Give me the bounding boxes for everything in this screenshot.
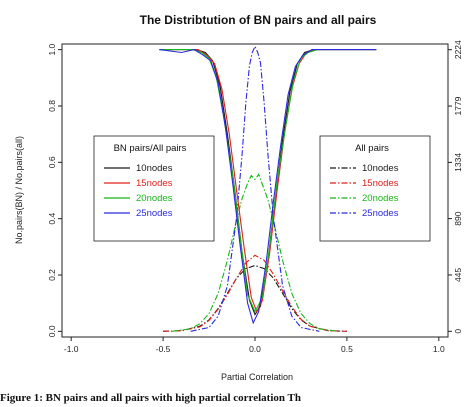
legend-entry-label: 15nodes <box>362 178 399 189</box>
y2-tick-label: 0 <box>453 329 463 334</box>
legend-bn-title: BN pairs/All pairs <box>114 143 187 154</box>
y-axis-right: 0 445 890 1334 1779 2224 <box>448 40 463 334</box>
bn-ratio-line-25nodes <box>159 49 377 325</box>
x-tick-label: -0.5 <box>156 344 171 354</box>
legend-entry-label: 20nodes <box>136 193 173 204</box>
legend-bn-pairs: BN pairs/All pairs 10nodes 15nodes 20nodes… <box>93 135 215 242</box>
legend-entry-label: 25nodes <box>362 208 399 219</box>
x-tick-label: 0.0 <box>249 344 261 354</box>
legend-all-title: All pairs <box>355 143 389 154</box>
all-pairs-line-15nodes <box>163 254 347 332</box>
y2-tick-label: 2224 <box>453 40 463 59</box>
chart: The Distribtution of BN pairs and all pa… <box>14 13 463 382</box>
y-tick-label: 1.0 <box>47 43 57 55</box>
chart-title: The Distribtution of BN pairs and all pa… <box>140 13 377 27</box>
y-tick-label: 0.0 <box>47 325 57 337</box>
legend-entry-label: 10nodes <box>136 163 173 174</box>
bn-ratio-line-20nodes <box>159 49 377 313</box>
x-tick-label: 0.5 <box>341 344 353 354</box>
y-tick-label: 0.2 <box>47 269 57 281</box>
x-axis-label: Partial Correlation <box>221 372 293 382</box>
y-axis-label: No.pairs(BN) / No.pairs(all) <box>14 136 24 244</box>
figure-caption: Figure 1: BN pairs and all pairs with hi… <box>0 392 302 404</box>
y2-tick-label: 1334 <box>453 153 463 172</box>
y-tick-label: 0.4 <box>47 212 57 224</box>
y2-tick-label: 1779 <box>453 96 463 115</box>
y-axis-left: 0.0 0.2 0.4 0.6 0.8 1.0 <box>47 43 62 337</box>
x-axis: -1.0 -0.5 0.0 0.5 1.0 <box>64 337 445 354</box>
all-pairs-line-20nodes <box>172 173 338 332</box>
legend-entry-label: 10nodes <box>362 163 399 174</box>
series-layer <box>159 45 377 332</box>
y2-tick-label: 890 <box>453 211 463 225</box>
legend-all-pairs: All pairs 10nodes 15nodes 20nodes 25nodes <box>319 135 431 242</box>
y2-tick-label: 445 <box>453 268 463 282</box>
y-tick-label: 0.6 <box>47 156 57 168</box>
legend-entry-label: 25nodes <box>136 208 173 219</box>
x-tick-label: 1.0 <box>433 344 445 354</box>
legend-entry-label: 20nodes <box>362 193 399 204</box>
legend-all-box <box>319 135 431 242</box>
legend-entry-label: 15nodes <box>136 178 173 189</box>
x-tick-label: -1.0 <box>64 344 79 354</box>
legend-bn-box <box>93 135 215 242</box>
y-tick-label: 0.8 <box>47 100 57 112</box>
all-pairs-line-10nodes <box>163 264 347 332</box>
